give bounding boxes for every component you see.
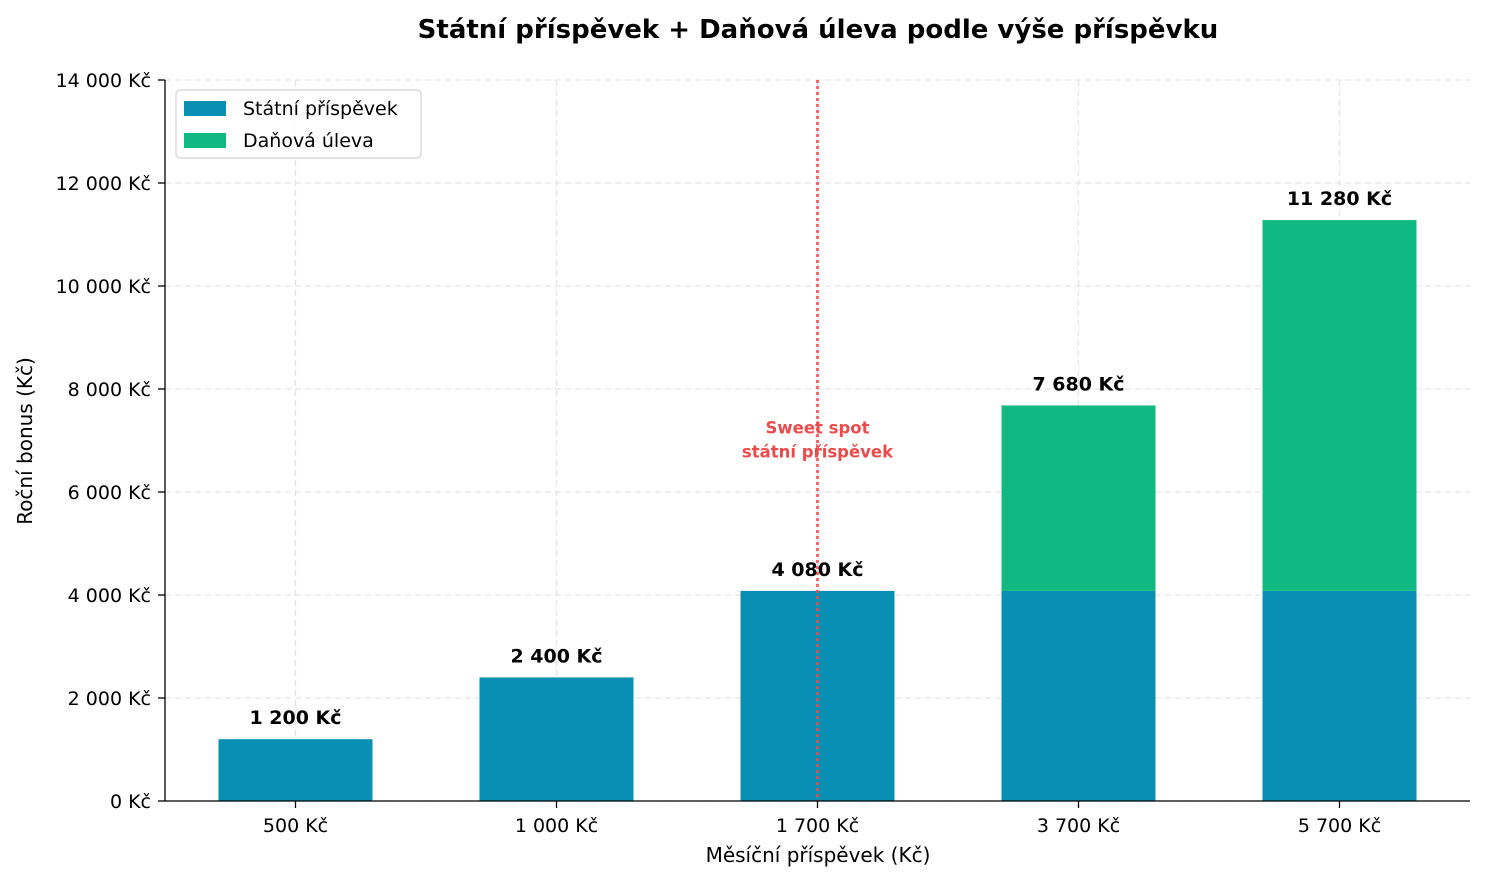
- data-labels: 1 200 Kč 2 400 Kč 4 080 Kč 7 680 Kč 11 280 K…: [249, 188, 1392, 729]
- x-tick-label: 3 700 Kč: [1037, 815, 1120, 837]
- legend-box: [175, 89, 422, 159]
- chart-title: Státní příspěvek + Daňová úleva podle vý…: [418, 15, 1219, 45]
- bar-danova-uleva: [1001, 405, 1156, 591]
- bar-total-label: 7 680 Kč: [1032, 373, 1124, 395]
- bar-statni-prispevek: [1001, 590, 1156, 801]
- axes: 0 Kč 2 000 Kč 4 000 Kč 6 000 Kč 8 000 Kč 10 0…: [56, 70, 1470, 837]
- bar-statni-prispevek: [479, 677, 634, 801]
- y-tick-label: 0 Kč: [110, 791, 151, 813]
- y-tick-label: 14 000 Kč: [56, 70, 151, 92]
- y-tick-label: 4 000 Kč: [68, 585, 151, 607]
- bar-statni-prispevek: [1262, 590, 1417, 801]
- y-tick-label: 6 000 Kč: [68, 482, 151, 504]
- bar-total-label: 1 200 Kč: [249, 707, 341, 729]
- annotation-text: státní příspěvek: [742, 443, 894, 462]
- y-tick-label: 10 000 Kč: [56, 276, 151, 298]
- y-axis-label: Roční bonus (Kč): [13, 357, 37, 525]
- annotation-text: Sweet spot: [766, 419, 870, 438]
- legend-label: Daňová úleva: [243, 130, 374, 152]
- bar-total-label: 2 400 Kč: [510, 645, 602, 667]
- x-tick-label: 1 000 Kč: [515, 815, 598, 837]
- y-tick-label: 8 000 Kč: [68, 379, 151, 401]
- annotation: Sweet spot státní příspěvek: [742, 80, 894, 801]
- legend-swatch: [184, 133, 226, 148]
- x-tick-label: 500 Kč: [263, 815, 328, 837]
- legend-label: Státní příspěvek: [243, 98, 398, 120]
- x-tick-label: 1 700 Kč: [776, 815, 859, 837]
- bar-total-label: 11 280 Kč: [1287, 188, 1392, 210]
- bar-total-label: 4 080 Kč: [771, 559, 863, 581]
- x-tick-label: 5 700 Kč: [1298, 815, 1381, 837]
- bar-statni-prispevek: [218, 739, 373, 801]
- y-tick-label: 2 000 Kč: [68, 688, 151, 710]
- bar-danova-uleva: [1262, 220, 1417, 591]
- bars: [218, 220, 1417, 801]
- legend: Státní příspěvek Daňová úleva: [175, 89, 422, 159]
- y-tick-label: 12 000 Kč: [56, 173, 151, 195]
- x-axis-label: Měsíční příspěvek (Kč): [706, 843, 931, 867]
- legend-swatch: [184, 101, 226, 116]
